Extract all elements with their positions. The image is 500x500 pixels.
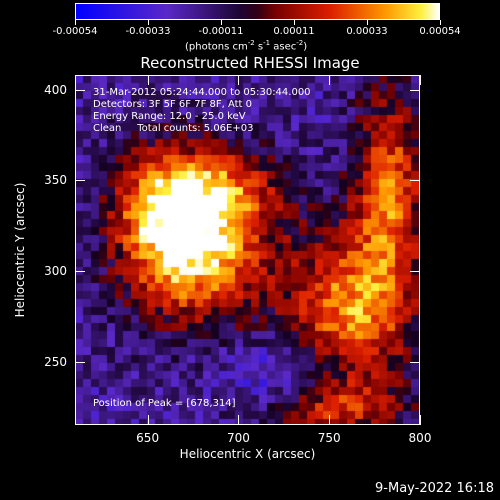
heatmap-canvas (75, 75, 420, 425)
colorbar-units: (photons cm-2 s-1 asec-2) (185, 39, 308, 53)
x-tick-label: 750 (317, 431, 341, 445)
annotation-detectors: Detectors: 3F 5F 6F 7F 8F, Att 0 (93, 99, 253, 110)
x-tick-mark (238, 415, 240, 425)
x-tick-label: 700 (226, 431, 250, 445)
y-tick-label: 400 (44, 82, 67, 97)
y-tick-mark (410, 361, 420, 363)
y-tick-label: 350 (44, 173, 67, 188)
y-tick-mark (410, 89, 420, 91)
colorbar-tick (148, 20, 149, 25)
colorbar-tick (367, 20, 368, 25)
colorbar-tick-label: -0.00033 (125, 26, 171, 37)
annotation-clean: Clean Total counts: 5.06E+03 (93, 123, 254, 134)
x-axis-label: Heliocentric X (arcsec) (179, 447, 316, 461)
y-tick-mark (75, 89, 85, 91)
timestamp: 9-May-2022 16:18 (375, 481, 494, 496)
colorbar-tick (294, 20, 295, 25)
y-tick-mark (75, 180, 85, 182)
colorbar-tick-label: 0.00011 (273, 26, 315, 37)
x-tick-mark (147, 75, 149, 85)
y-tick-mark (410, 270, 420, 272)
x-tick-mark (147, 415, 149, 425)
x-tick-label: 650 (136, 431, 160, 445)
colorbar-tick (221, 20, 222, 25)
x-tick-mark (329, 75, 331, 85)
annotation-time: 31-Mar-2012 05:24:44.000 to 05:30:44.000 (93, 87, 311, 98)
y-tick-label: 250 (44, 354, 67, 369)
colorbar-tick-label: 0.00054 (419, 26, 461, 37)
colorbar-tick (440, 20, 441, 25)
y-tick-mark (410, 180, 420, 182)
image-title: Reconstructed RHESSI Image (140, 54, 360, 72)
y-tick-mark (75, 270, 85, 272)
rhessi-image (75, 75, 420, 425)
y-axis-label: Heliocentric Y (arcsec) (13, 182, 27, 318)
y-tick-mark (75, 361, 85, 363)
x-tick-mark (420, 415, 421, 425)
colorbar-tick-label: -0.00054 (52, 26, 98, 37)
colorbar-tick-label: 0.00033 (346, 26, 388, 37)
colorbar-tick-label: -0.00011 (198, 26, 244, 37)
x-tick-mark (238, 75, 240, 85)
x-tick-label: 800 (408, 431, 432, 445)
x-tick-mark (420, 75, 421, 85)
annotation-energy: Energy Range: 12.0 - 25.0 keV (93, 111, 246, 122)
colorbar-tick (75, 20, 76, 25)
x-tick-mark (329, 415, 331, 425)
y-tick-label: 300 (44, 263, 67, 278)
annotation-peak: Position of Peak = [678,314] (93, 398, 236, 409)
colorbar (75, 3, 440, 20)
